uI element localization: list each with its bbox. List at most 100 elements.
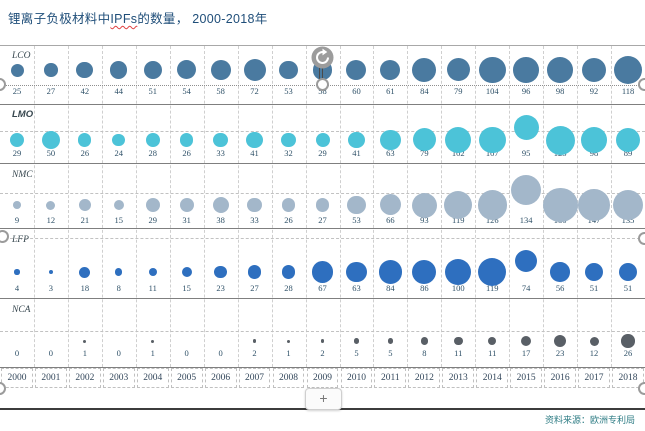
gridline xyxy=(67,46,69,367)
bubble-lmo-2005 xyxy=(180,133,194,147)
row-guideline xyxy=(0,331,645,332)
bubble-lmo-2011 xyxy=(380,129,401,151)
series-label-nca: NCA xyxy=(12,305,31,315)
bubble-lfp-2003 xyxy=(115,268,123,276)
bubble-lfp-2005 xyxy=(181,267,192,278)
row-guideline xyxy=(0,238,645,239)
bubble-nmc-2005 xyxy=(179,197,194,213)
value-label: 53 xyxy=(352,215,361,225)
bubble-lco-2000 xyxy=(10,63,24,77)
value-label: 15 xyxy=(182,283,191,293)
bubble-lmo-2001 xyxy=(41,130,61,150)
bubble-lfp-2018 xyxy=(618,262,638,282)
value-label: 0 xyxy=(218,348,223,358)
value-label: 96 xyxy=(521,86,531,96)
value-label: 58 xyxy=(216,86,225,96)
bubble-lmo-2012 xyxy=(412,128,436,152)
bubble-lmo-2016 xyxy=(545,125,575,155)
series-label-lfp: LFP xyxy=(12,235,29,245)
value-label: 98 xyxy=(589,148,599,158)
bubble-lco-2006 xyxy=(210,60,231,80)
value-label: 11 xyxy=(488,348,497,358)
bubble-nmc-2015 xyxy=(511,174,542,205)
bubble-lmo-2014 xyxy=(478,126,506,154)
bubble-lco-2004 xyxy=(143,60,163,80)
year-label-2006: 2006 xyxy=(204,368,237,388)
resize-handle-right-bottom-track[interactable] xyxy=(638,382,645,395)
value-label: 27 xyxy=(250,283,259,293)
bubble-nca-2014 xyxy=(487,336,497,346)
bubble-nmc-2012 xyxy=(411,192,437,218)
bubble-nmc-2018 xyxy=(612,189,644,221)
value-label: 41 xyxy=(250,148,259,158)
value-label: 9 xyxy=(14,215,20,225)
bubble-nmc-2001 xyxy=(46,200,56,210)
value-label: 28 xyxy=(148,148,157,158)
year-label-2011: 2011 xyxy=(374,368,407,388)
row-separator xyxy=(0,163,645,164)
bubble-lco-2018 xyxy=(613,55,643,85)
bubble-lco-2013 xyxy=(446,58,470,82)
source-note: 资料来源：欧洲专利局 xyxy=(544,415,635,425)
value-label: 23 xyxy=(555,348,565,358)
title-prefix: 锂离子负极材料中 xyxy=(8,12,111,26)
value-label: 44 xyxy=(114,86,123,96)
bubble-lco-2008 xyxy=(279,60,298,80)
row-separator xyxy=(0,367,645,368)
value-label: 32 xyxy=(284,148,293,158)
chart-title: 锂离子负极材料中IPFs的数量， 2000-2018年 xyxy=(8,8,268,27)
year-label-2007: 2007 xyxy=(238,368,271,388)
value-label: 118 xyxy=(621,86,635,96)
series-label-lco: LCO xyxy=(12,51,31,61)
bubble-lfp-2006 xyxy=(214,265,227,279)
bubble-lmo-2015 xyxy=(513,114,539,140)
bubble-nmc-2013 xyxy=(444,190,473,220)
gridline xyxy=(203,46,205,367)
bubble-nca-2002 xyxy=(83,339,87,343)
value-label: 92 xyxy=(589,86,599,96)
value-label: 95 xyxy=(521,148,531,158)
bubble-lfp-2011 xyxy=(378,260,403,284)
add-button[interactable]: + xyxy=(305,388,342,410)
value-label: 2 xyxy=(252,348,257,358)
bubble-lfp-2010 xyxy=(346,261,367,283)
bubble-lfp-2009 xyxy=(311,261,334,283)
year-label-2015: 2015 xyxy=(510,368,543,388)
gridline xyxy=(509,46,511,367)
series-label-lmo: LMO xyxy=(12,109,34,120)
value-label: 26 xyxy=(623,348,633,358)
value-label: 2 xyxy=(320,348,325,358)
value-label: 31 xyxy=(182,215,191,225)
bubble-nmc-2008 xyxy=(281,198,296,212)
row-guideline xyxy=(0,193,645,194)
bubble-lmo-2004 xyxy=(145,133,160,147)
bubble-nca-2015 xyxy=(520,335,532,347)
value-label: 0 xyxy=(14,348,20,358)
value-label: 26 xyxy=(80,148,90,158)
value-label: 33 xyxy=(250,215,259,225)
bubble-lfp-2013 xyxy=(445,259,472,285)
timeline-slider-thumb[interactable] xyxy=(316,78,329,91)
bubble-nca-2016 xyxy=(553,334,567,348)
value-label: 63 xyxy=(352,283,361,293)
value-label: 0 xyxy=(48,348,53,358)
gridline xyxy=(101,46,103,367)
value-label: 58 xyxy=(318,86,327,96)
resize-handle-right-mid-track[interactable] xyxy=(638,232,645,245)
value-label: 98 xyxy=(555,86,565,96)
bubble-nmc-2010 xyxy=(347,195,366,215)
value-label: 27 xyxy=(46,86,56,96)
bubble-lco-2002 xyxy=(76,61,94,79)
value-label: 38 xyxy=(216,215,225,225)
value-label: 126 xyxy=(485,215,499,225)
bubble-lco-2003 xyxy=(110,61,128,79)
rotate-icon[interactable] xyxy=(311,46,334,69)
year-label-2003: 2003 xyxy=(102,368,135,388)
value-label: 51 xyxy=(623,283,633,293)
value-label: 53 xyxy=(284,86,293,96)
value-label: 23 xyxy=(216,283,225,293)
bubble-lco-2007 xyxy=(243,59,266,82)
resize-handle-left-mid-track[interactable] xyxy=(0,230,9,243)
resize-handle-right-top-track[interactable] xyxy=(638,78,645,91)
